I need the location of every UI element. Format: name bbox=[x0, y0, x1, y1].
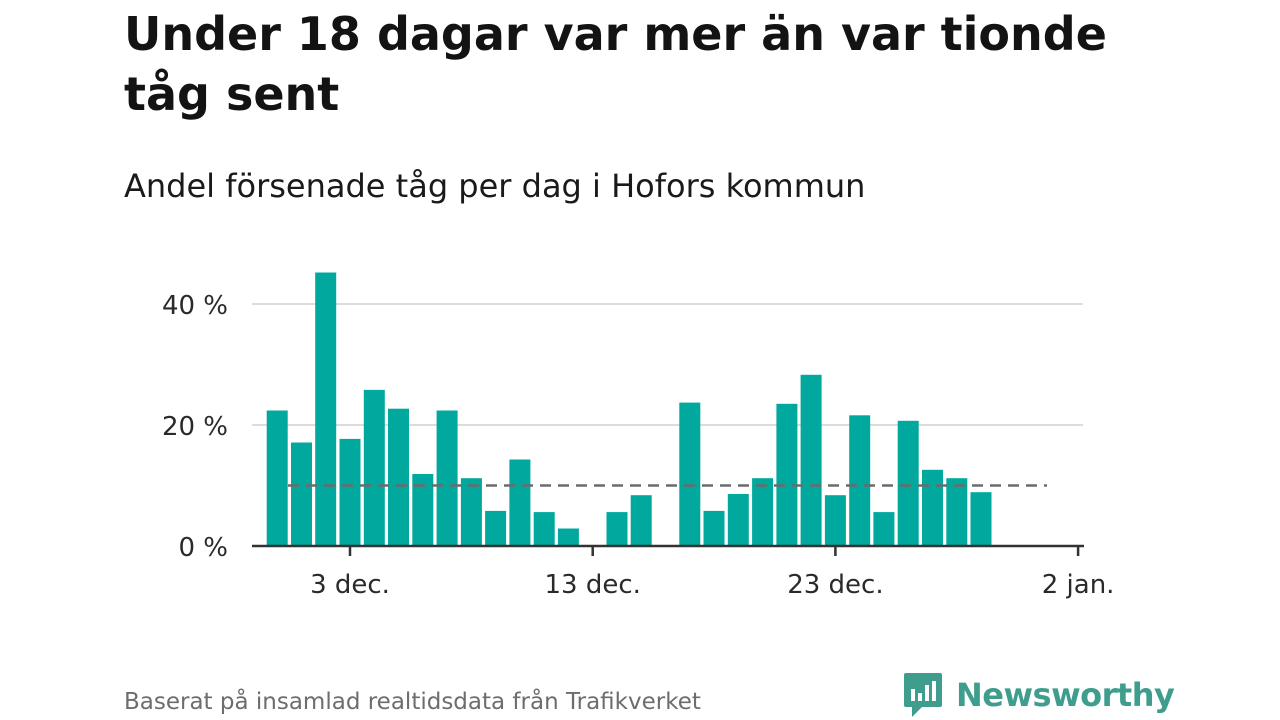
chart-title: Under 18 dagar var mer än var tionde tåg… bbox=[124, 7, 1107, 121]
bar bbox=[970, 492, 992, 546]
bar bbox=[339, 438, 361, 546]
y-tick-label: 20 % bbox=[162, 412, 228, 442]
bar bbox=[315, 272, 337, 546]
x-axis bbox=[252, 544, 1084, 556]
bar-chart: 0 % 20 % 40 % 3 dec. 13 dec. 23 dec. 2 jan. bbox=[162, 272, 1114, 600]
bar bbox=[606, 512, 628, 546]
x-tick-label: 23 dec. bbox=[787, 570, 883, 600]
newsworthy-logo-text: Newsworthy bbox=[956, 676, 1175, 714]
bar bbox=[752, 478, 774, 546]
bar bbox=[800, 374, 822, 546]
bar bbox=[436, 410, 458, 546]
bar bbox=[679, 402, 701, 546]
y-axis-labels: 0 % 20 % 40 % bbox=[162, 291, 228, 563]
x-tick-label: 3 dec. bbox=[310, 570, 390, 600]
bar bbox=[266, 410, 288, 546]
bar bbox=[291, 442, 312, 546]
x-tick-label: 13 dec. bbox=[544, 570, 640, 600]
bars bbox=[266, 272, 992, 546]
bar bbox=[363, 389, 385, 546]
bar bbox=[412, 474, 434, 546]
source-note: Baserat på insamlad realtidsdata från Tr… bbox=[124, 689, 701, 715]
bar bbox=[460, 478, 482, 546]
bar bbox=[946, 478, 968, 546]
x-tick-label: 2 jan. bbox=[1042, 570, 1115, 600]
bar bbox=[897, 420, 919, 546]
newsworthy-logo: Newsworthy bbox=[902, 671, 1175, 719]
y-tick-label: 40 % bbox=[162, 291, 228, 321]
bar bbox=[485, 510, 507, 546]
bar bbox=[922, 469, 943, 546]
bar bbox=[703, 510, 725, 546]
bar bbox=[509, 459, 531, 546]
bar bbox=[533, 512, 555, 546]
newsworthy-logo-icon bbox=[904, 673, 942, 717]
bar bbox=[388, 408, 409, 546]
x-axis-labels: 3 dec. 13 dec. 23 dec. 2 jan. bbox=[310, 570, 1114, 600]
bar bbox=[557, 528, 579, 546]
y-tick-label: 0 % bbox=[178, 533, 228, 563]
bar bbox=[849, 415, 871, 546]
bar bbox=[824, 495, 846, 546]
bar bbox=[873, 512, 895, 546]
bar bbox=[727, 494, 749, 546]
bar bbox=[776, 403, 798, 546]
bar bbox=[630, 495, 652, 546]
chart-subtitle: Andel försenade tåg per dag i Hofors kom… bbox=[124, 167, 866, 205]
